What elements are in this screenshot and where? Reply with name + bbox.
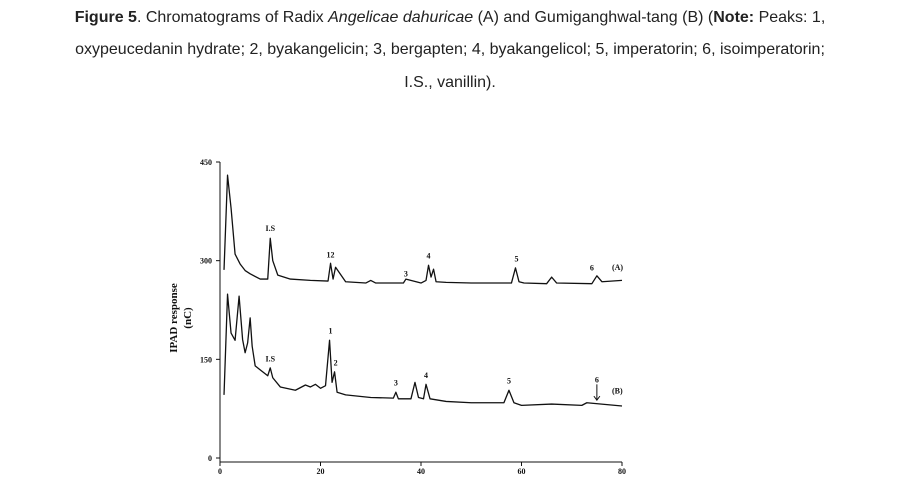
peak-label: I.S [265,224,275,233]
legend-label: (B) [612,387,623,396]
peak-label: 5 [507,377,511,386]
y-tick-label: 0 [208,454,212,463]
peak-label: I.S [265,354,275,363]
trace [223,293,623,407]
x-tick-label: 20 [317,467,325,476]
y-axis-label: IPAD response [168,283,180,353]
x-tick-label: 80 [618,467,626,476]
x-tick-label: 40 [417,467,425,476]
y-axis-label: (nC) [182,307,194,329]
caption-segment: I.S., vanillin). [404,74,496,91]
caption-segment: oxypeucedanin hydrate; 2, byakangelicin;… [75,41,825,58]
caption-segment: (A) and Gumiganghwal-tang (B) ( [473,9,714,26]
caption-segment: Angelicae dahuricae [327,9,473,26]
caption-segment: Note: [713,9,754,26]
caption-segment: Peaks: 1, [754,9,825,26]
caption-line: Figure 5. Chromatograms of Radix Angelic… [75,9,826,26]
peak-label: 4 [427,252,431,261]
y-tick-label: 450 [200,158,212,167]
caption-segment: Figure 5 [75,9,137,26]
x-tick-label: 60 [518,467,526,476]
arrow-head [593,395,601,401]
caption-line: oxypeucedanin hydrate; 2, byakangelicin;… [75,41,825,58]
peak-label: 12 [327,250,335,259]
y-tick-label: 150 [200,355,212,364]
peak-label: 6 [590,264,594,273]
x-tick-label: 0 [218,467,222,476]
caption-segment: . Chromatograms of Radix [137,9,328,26]
legend-label: (A) [612,263,623,272]
trace [223,174,623,285]
peak-label: 2 [334,358,338,367]
peak-label: 4 [424,371,428,380]
peak-label: 1 [329,327,333,336]
peak-label: 3 [394,379,398,388]
peak-label: 5 [514,254,518,263]
peak-label: 3 [404,269,408,278]
y-tick-label: 300 [200,257,212,266]
peak-label: 6 [595,375,599,384]
caption-line: I.S., vanillin). [404,74,496,91]
